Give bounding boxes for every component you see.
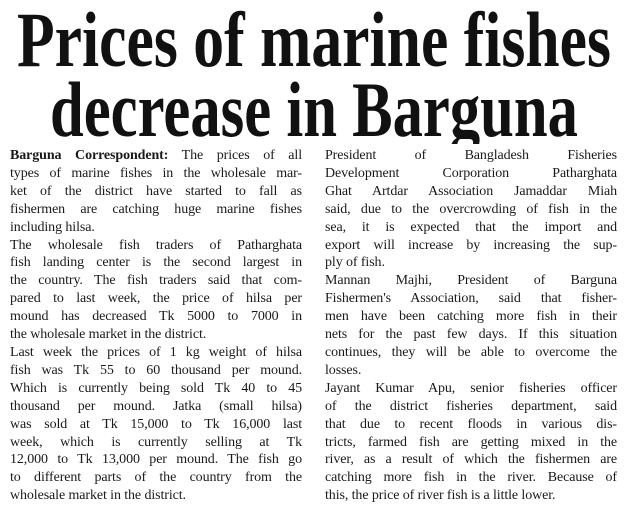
text-line: pared to last week, the price of hilsa p… — [10, 291, 302, 307]
text-line: river, as a result of which the fisherme… — [325, 452, 617, 468]
text-line: Jayant Kumar Apu, senior fisheries offic… — [325, 380, 617, 396]
article-column-right: President of Bangladesh Fisheries Develop… — [325, 147, 617, 505]
text-line: mound has decreased Tk 5000 to 7000 in — [10, 309, 302, 325]
paragraph: Mannan Majhi, President of Barguna Fisher… — [325, 272, 617, 379]
text-line: men have been catching more fish in thei… — [325, 309, 617, 325]
text-line: the wholesale market in the district. — [10, 327, 207, 343]
headline-text: Prices of marine fishes — [17, 2, 611, 74]
text-line: Mannan Majhi, President of Barguna — [325, 273, 617, 289]
text-line: said, due to the overcrowding of fish in… — [325, 201, 617, 217]
text-line: week, which is currently selling at Tk — [10, 434, 302, 450]
byline: Barguna Correspondent: — [10, 148, 169, 163]
text-line: Which is currently being sold Tk 40 to 4… — [10, 380, 302, 396]
text-line: wholesale market in the district. — [10, 488, 186, 504]
text-line: Development Corporation Patharghata — [325, 165, 617, 181]
paragraph: President of Bangladesh Fisheries Develop… — [325, 147, 617, 272]
paragraph: The wholesale fish traders of Patharghat… — [10, 237, 302, 344]
text-line: ket of the district have started to fall… — [10, 183, 302, 199]
headline-text: decrease in Barguna — [50, 72, 578, 144]
text-line: The wholesale fish traders of Patharghat… — [10, 237, 302, 253]
paragraph: Jayant Kumar Apu, senior fisheries offic… — [325, 380, 617, 505]
paragraph: Barguna Correspondent: The prices of all… — [10, 147, 302, 237]
text-line: of the district fisheries department, sa… — [325, 398, 617, 414]
paragraph: Last week the prices of 1 kg weight of h… — [10, 344, 302, 505]
text-line: fish landing center is the second larges… — [10, 255, 302, 271]
text-line: Last week the prices of 1 kg weight of h… — [10, 344, 302, 360]
text-line: sea, it is expected that the import and — [325, 219, 617, 235]
headline-line-2: decrease in Barguna — [0, 72, 628, 144]
text-line: the country. The fish traders said that … — [10, 273, 302, 289]
text-line: fish was Tk 55 to 60 thousand per mound. — [10, 362, 302, 378]
text-line: was sold at Tk 15,000 to Tk 16,000 last — [10, 416, 302, 432]
text-line: continues, they will be able to overcome… — [325, 344, 617, 360]
text-line: Fishermen's Association, said that fishe… — [325, 291, 617, 307]
text-line: President of Bangladesh Fisheries — [325, 148, 617, 163]
headline-line-1: Prices of marine fishes — [0, 2, 628, 74]
text-line: 12,000 to Tk 13,000 per mound. The fish … — [10, 452, 302, 468]
text-line: to different parts of the country from t… — [10, 470, 302, 486]
text-line: tricts, farmed fish are getting mixed in… — [325, 434, 617, 450]
text-line: ply of fish. — [325, 255, 385, 271]
text-line: nets for the past few days. If this situ… — [325, 327, 617, 343]
text-line: export will increase by increasing the s… — [325, 237, 617, 253]
text-line: types of marine fishes in the wholesale … — [10, 165, 302, 181]
text-line: catching more fish in the river. Because… — [325, 470, 617, 486]
text-line: losses. — [325, 362, 362, 378]
text-line: this, the price of river fish is a littl… — [325, 488, 556, 504]
text-line: Ghat Artdar Association Jamaddar Miah — [325, 183, 617, 199]
text-line: that due to recent floods in various dis… — [325, 416, 617, 432]
text-line: including hilsa. — [10, 219, 95, 235]
text-line: fishermen are catching huge marine fishe… — [10, 201, 302, 217]
text-line: thousand per mound. Jatka (small hilsa) — [10, 398, 302, 414]
article-column-left: Barguna Correspondent: The prices of all… — [10, 147, 302, 505]
text-line: Barguna Correspondent: The prices of all — [10, 148, 303, 163]
